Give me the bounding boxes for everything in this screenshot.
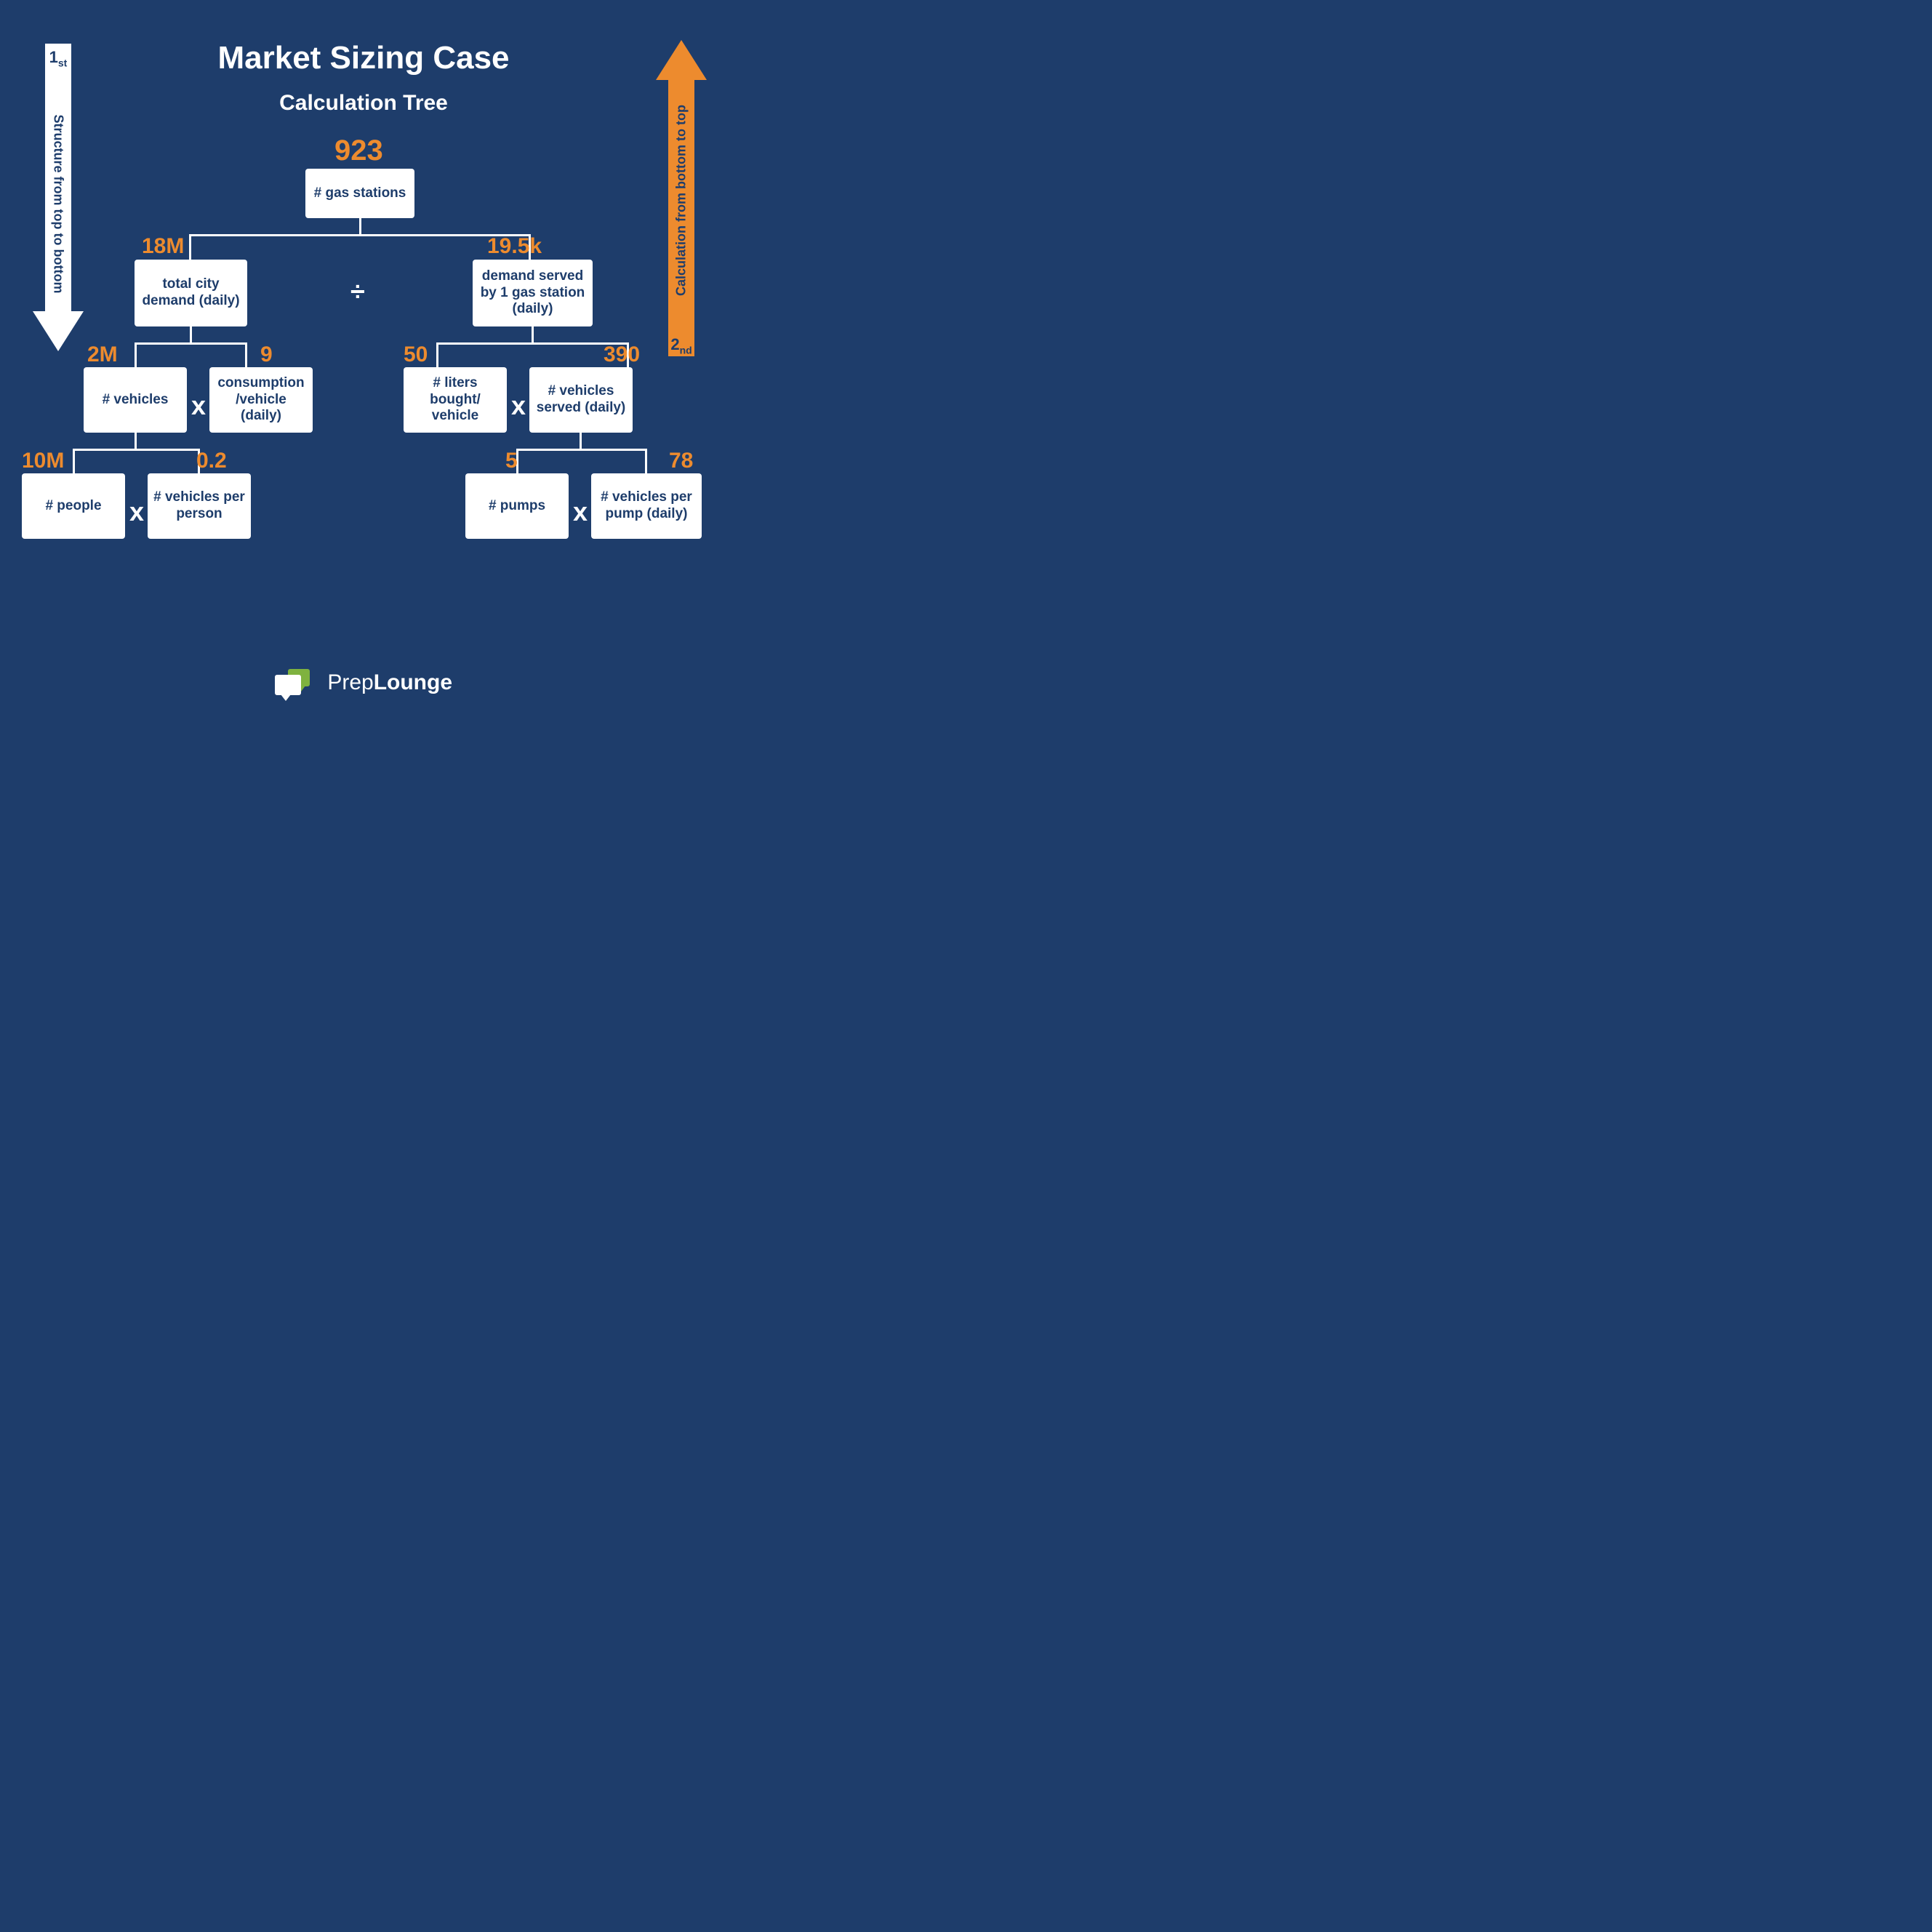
liters-box: # liters bought/ vehicle [404,367,507,433]
station-cap-value: 19.5k [487,234,542,259]
consumption-box: consumption /vehicle (daily) [209,367,313,433]
city-demand-value: 18M [142,234,184,259]
liters-value: 50 [404,342,428,367]
mult-op-1: x [191,390,206,421]
logo-text-prep: Prep [327,670,373,694]
served-box: # vehicles served (daily) [529,367,633,433]
veh-per-value: 0.2 [196,449,227,473]
structure-arrow: 1st Structure from top to bottom [40,44,76,349]
preplounge-logo: PrepLounge [0,669,727,698]
vehicles-value: 2M [87,342,118,367]
calculation-arrow: 2nd Calculation from bottom to top [663,40,700,360]
chat-icon [275,669,316,698]
mult-op-4: x [573,497,588,527]
mult-op-3: x [129,497,144,527]
structure-arrow-label: Structure from top to bottom [51,92,66,317]
first-step-label: 1st [40,48,76,68]
per-pump-box: # vehicles per pump (daily) [591,473,702,539]
people-value: 10M [22,449,64,473]
divide-op: ÷ [350,276,365,307]
pumps-value: 5 [505,449,518,473]
root-value: 923 [334,135,383,167]
calculation-arrow-label: Calculation from bottom to top [674,84,689,317]
served-value: 390 [604,342,640,367]
page-subtitle: Calculation Tree [0,91,727,116]
veh-per-box: # vehicles per person [148,473,251,539]
vehicles-box: # vehicles [84,367,187,433]
root-box: # gas stations [305,169,414,218]
consumption-value: 9 [260,342,273,367]
people-box: # people [22,473,125,539]
mult-op-2: x [511,390,526,421]
page-title: Market Sizing Case [0,40,727,76]
pumps-box: # pumps [465,473,569,539]
city-demand-box: total city demand (daily) [135,260,247,326]
per-pump-value: 78 [669,449,693,473]
station-cap-box: demand served by 1 gas station (daily) [473,260,593,326]
second-step-label: 2nd [663,335,700,356]
logo-text-lounge: Lounge [374,670,452,694]
